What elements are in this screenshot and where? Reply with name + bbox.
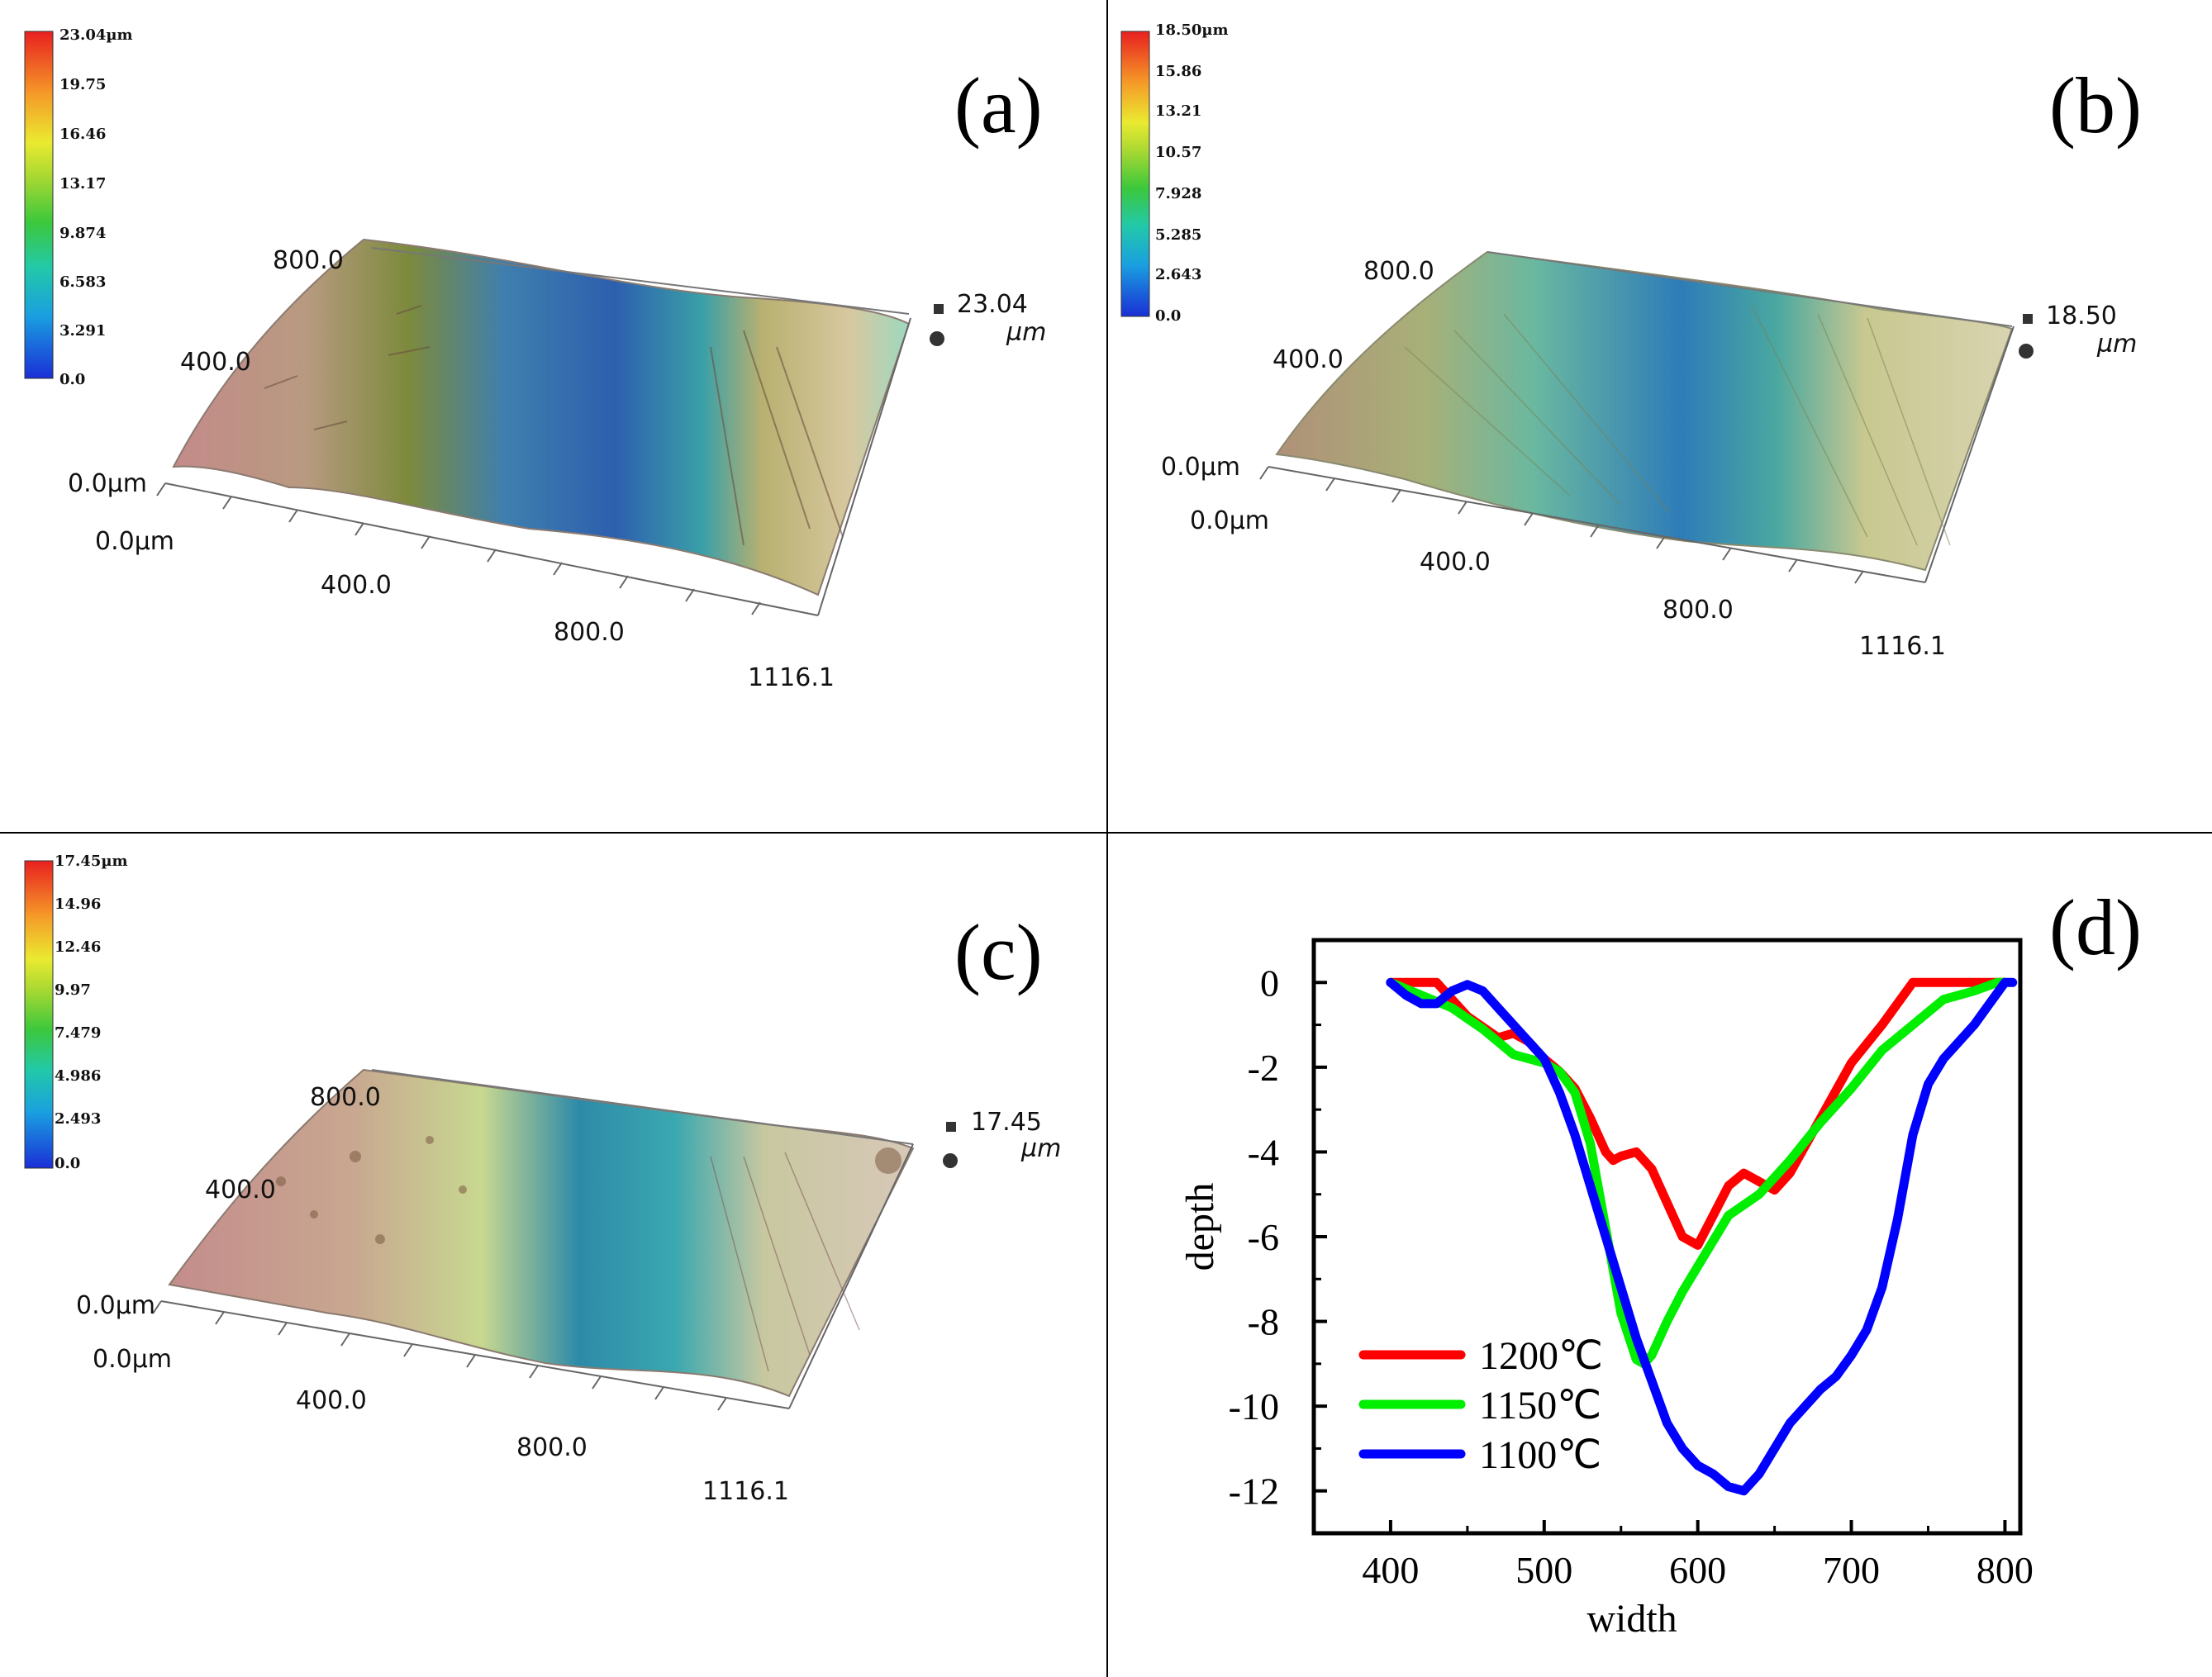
x-axis-label: width — [1586, 1597, 1677, 1641]
colorbar-b-tick: 15.86 — [1155, 63, 1201, 80]
surface-c — [168, 1068, 915, 1398]
panel-c-x-tick: 1116.1 — [702, 1477, 789, 1506]
colorbar-b-tick: 18.50µm — [1155, 21, 1229, 39]
y-axis-label: depth — [1178, 1183, 1222, 1271]
colorbar-a-tick: 23.04µm — [59, 26, 133, 44]
colorbar-b-tick: 2.643 — [1155, 266, 1201, 283]
y-tick-label: -10 — [1229, 1385, 1279, 1428]
panel-a-y-tick: 800.0 — [273, 246, 344, 275]
colorbar-c-tick: 2.493 — [55, 1110, 101, 1128]
panel-b-z-unit: µm — [2096, 330, 2137, 359]
panel-c-y-tick: 0.0µm — [76, 1291, 155, 1320]
panel-b-x-tick: 0.0µm — [1190, 506, 1269, 535]
panel-c-z-unit: µm — [1020, 1134, 1061, 1163]
panel-c-letter: (c) — [954, 908, 1043, 996]
panel-c-y-tick: 400.0 — [205, 1176, 276, 1204]
panel-c-x-tick: 0.0µm — [93, 1345, 172, 1374]
colorbar-c — [24, 860, 54, 1169]
legend-label: 1100℃ — [1479, 1433, 1601, 1477]
colorbar-a-tick: 9.874 — [59, 225, 106, 242]
panel-d: (d) 400 500 600 700 800 0 -2 -4 -6 -8 -10 -12 widt… — [1178, 883, 2142, 1641]
colorbar-b-tick: 0.0 — [1155, 307, 1181, 325]
panel-a-x-tick: 800.0 — [554, 618, 625, 647]
series-line-2 — [1386, 977, 2018, 1496]
colorbar-c-tick: 17.45µm — [55, 853, 128, 870]
legend-label: 1150℃ — [1479, 1384, 1601, 1428]
panel-a-x-tick: 0.0µm — [95, 527, 174, 556]
panel-a: 23.04µm 19.75 16.46 13.17 9.874 6.583 3.… — [24, 26, 1046, 692]
colorbar-a-tick: 3.291 — [59, 322, 106, 340]
y-axis: 0 -2 -4 -6 -8 -10 -12 — [1229, 938, 1327, 1535]
panel-a-y-tick: 400.0 — [180, 348, 251, 377]
legend-label: 1200℃ — [1479, 1334, 1603, 1378]
panel-b-letter: (b) — [2049, 61, 2142, 150]
y-tick-label: -12 — [1229, 1470, 1279, 1513]
panel-b: 18.50µm 15.86 13.21 10.57 7.928 5.285 2.… — [1120, 21, 2142, 661]
colorbar-b-tick: 13.21 — [1155, 102, 1201, 120]
panel-a-letter: (a) — [954, 61, 1043, 150]
x-tick-label: 600 — [1669, 1549, 1726, 1591]
colorbar-c-tick: 0.0 — [55, 1155, 80, 1172]
panel-a-z-max: 23.04 — [957, 290, 1028, 319]
panel-c-z-max: 17.45 — [971, 1108, 1042, 1137]
panel-b-x-tick: 400.0 — [1420, 548, 1491, 577]
panel-a-x-tick: 400.0 — [321, 571, 392, 600]
panel-c-x-tick: 400.0 — [296, 1386, 367, 1415]
panel-b-x-tick: 1116.1 — [1859, 632, 1946, 661]
series-lines — [1386, 977, 2018, 1496]
panel-c: 17.45µm 14.96 12.46 9.97 7.479 4.986 2.4… — [24, 853, 1061, 1506]
x-axis: 400 500 600 700 800 — [1312, 1520, 2034, 1591]
x-tick-label: 500 — [1515, 1549, 1572, 1591]
colorbar-a-tick: 13.17 — [59, 175, 106, 192]
panel-a-z-unit: µm — [1006, 318, 1046, 347]
surface-a — [172, 238, 911, 596]
colorbar-b-tick: 7.928 — [1155, 185, 1201, 202]
x-tick-label: 700 — [1823, 1549, 1880, 1591]
colorbar-b-tick: 10.57 — [1155, 144, 1201, 161]
panel-b-y-tick: 800.0 — [1363, 257, 1434, 286]
panel-b-y-tick: 0.0µm — [1161, 453, 1240, 482]
legend: 1200℃ 1150℃ 1100℃ — [1358, 1334, 1603, 1477]
y-tick-label: -6 — [1248, 1216, 1279, 1258]
panel-a-y-tick: 0.0µm — [68, 469, 147, 498]
y-tick-label: -8 — [1248, 1301, 1279, 1343]
x-tick-label: 800 — [1977, 1549, 2034, 1591]
panel-c-x-tick: 800.0 — [516, 1433, 587, 1462]
colorbar-b-tick: 5.285 — [1155, 226, 1201, 244]
panel-a-x-tick: 1116.1 — [748, 663, 835, 692]
colorbar-c-tick: 14.96 — [55, 896, 101, 913]
panel-b-y-tick: 400.0 — [1272, 345, 1344, 374]
series-line-1 — [1386, 977, 2010, 1369]
panel-c-y-tick: 800.0 — [310, 1083, 381, 1112]
colorbar-c-tick: 9.97 — [55, 981, 91, 999]
colorbar-a — [24, 31, 54, 379]
colorbar-a-tick: 16.46 — [59, 126, 106, 143]
y-tick-label: -2 — [1248, 1047, 1279, 1089]
colorbar-a-tick: 6.583 — [59, 273, 106, 291]
panel-d-letter: (d) — [2049, 883, 2142, 972]
x-tick-label: 400 — [1362, 1549, 1419, 1591]
y-tick-label: 0 — [1260, 962, 1279, 1004]
panel-b-z-max: 18.50 — [2046, 302, 2117, 330]
panel-b-x-tick: 800.0 — [1663, 596, 1734, 625]
y-tick-label: -4 — [1248, 1131, 1279, 1173]
colorbar-b — [1120, 31, 1150, 317]
colorbar-a-tick: 19.75 — [59, 76, 106, 93]
colorbar-c-tick: 7.479 — [55, 1024, 101, 1042]
colorbar-c-tick: 12.46 — [55, 938, 101, 956]
colorbar-c-tick: 4.986 — [55, 1067, 101, 1085]
surface-b — [1275, 250, 2014, 572]
colorbar-a-tick: 0.0 — [59, 371, 85, 388]
